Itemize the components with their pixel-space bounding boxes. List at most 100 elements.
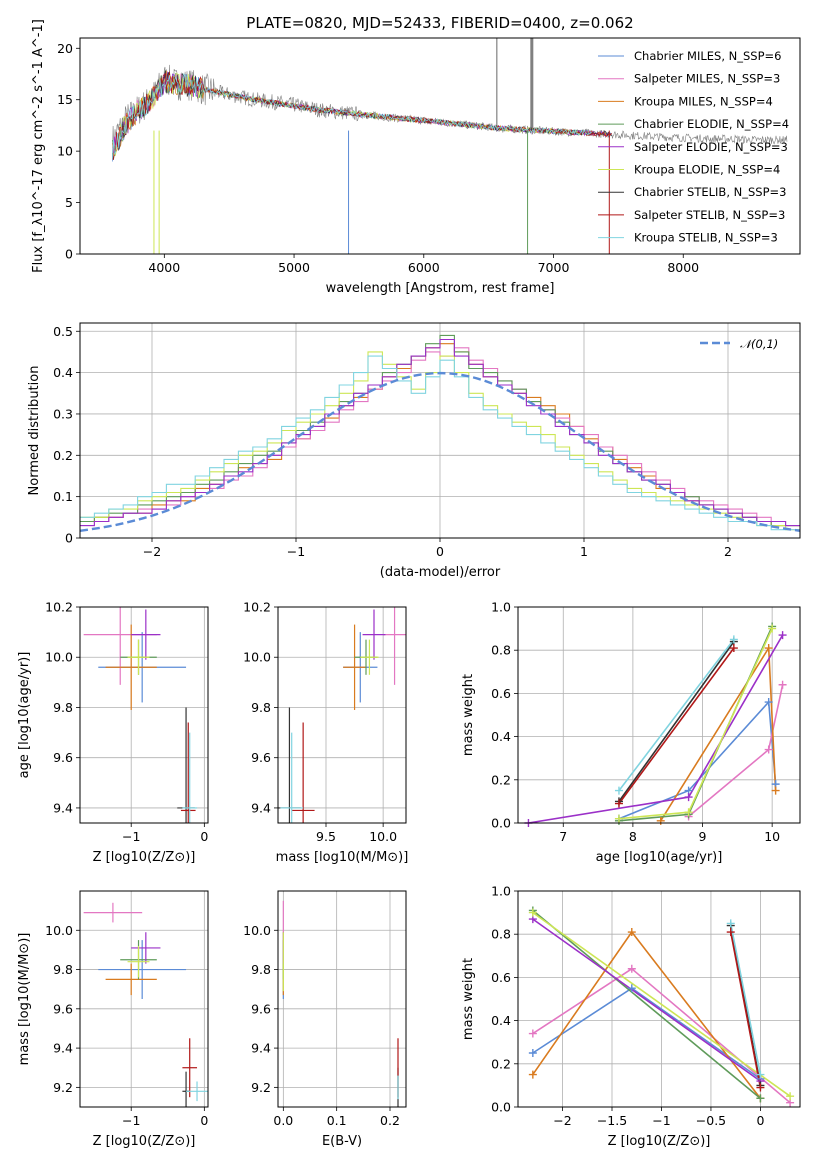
chart-residuals: −2 −1 0 1 2 0 0.1 0.2 0.3 0.4 0.5 (data-model)/erro… xyxy=(27,322,801,580)
weight-marker-kroupa-stelib xyxy=(729,635,738,644)
y-tick-label: 10.0 xyxy=(243,650,271,665)
chart-age-vs-mass: 9.5 10.0 9.4 9.6 9.8 10.0 10.2 mass [log10(M/M⊙… xyxy=(243,600,409,866)
x-tick-label: 4000 xyxy=(148,260,180,275)
plot-area-mass-vs-EBV xyxy=(282,900,399,1107)
y-tick-label: 9.8 xyxy=(251,700,271,715)
weight-marker-salpeter-miles xyxy=(627,964,636,973)
plot-frame xyxy=(79,890,209,1108)
x-tick-label: 7 xyxy=(559,829,567,844)
y-axis-label: Flux [f_λ10^-17 erg cm^-2 s^-1 A^-1] xyxy=(31,19,46,273)
weight-marker-salpeter-miles xyxy=(778,680,787,689)
x-tick-label: 0.1 xyxy=(327,1113,347,1128)
weight-marker-salpeter-stelib xyxy=(614,799,623,808)
y-tick-label: 0.0 xyxy=(491,1100,511,1115)
weight-line-salpeter-stelib xyxy=(618,647,735,805)
weight-line-kroupa-stelib xyxy=(729,923,762,1075)
weight-line-kroupa-stelib xyxy=(618,638,735,792)
plot-frame xyxy=(517,890,801,1108)
y-tick-label: 0.8 xyxy=(491,643,511,658)
plot-frame xyxy=(517,606,801,824)
y-tick-label: 9.4 xyxy=(251,800,271,815)
weight-marker-salpeter-miles xyxy=(528,1029,537,1038)
x-tick-label: −2 xyxy=(553,1113,571,1128)
y-tick-label: 20 xyxy=(57,41,73,56)
weight-line-chabrier-elodie xyxy=(532,909,761,1100)
weight-line-salpeter-elodie xyxy=(532,918,761,1082)
weight-marker-kroupa-stelib xyxy=(614,786,623,795)
legend-label: Salpeter ELODIE, N_SSP=3 xyxy=(634,140,788,154)
x-tick-label: 5000 xyxy=(278,260,310,275)
y-tick-label: 0.3 xyxy=(53,406,73,421)
y-tick-label: 0.5 xyxy=(53,324,73,339)
plot-area-residuals xyxy=(80,334,800,532)
legend-label: Kroupa ELODIE, N_SSP=4 xyxy=(634,163,780,177)
y-tick-label: 9.6 xyxy=(53,1001,73,1016)
y-tick-label: 9.4 xyxy=(53,1041,73,1056)
weight-marker-salpeter-miles xyxy=(764,745,773,754)
plot-frame xyxy=(79,37,801,255)
weight-marker-chabrier-miles xyxy=(764,698,773,707)
legend-label: Salpeter STELIB, N_SSP=3 xyxy=(634,208,785,222)
y-tick-label: 0 xyxy=(65,531,73,546)
x-tick-label: 10.0 xyxy=(369,829,397,844)
plot-frame xyxy=(277,890,407,1108)
x-tick-label: −1.5 xyxy=(597,1113,627,1128)
weight-marker-kroupa-stelib xyxy=(756,1070,765,1079)
figure-title: PLATE=0820, MJD=52433, FIBERID=0400, z=0… xyxy=(246,14,633,32)
weight-marker-salpeter-elodie xyxy=(684,793,693,802)
y-axis-label: mass [log10(M/M⊙)] xyxy=(17,933,32,1066)
y-tick-label: 9.8 xyxy=(251,962,271,977)
weight-line-kroupa-miles xyxy=(532,930,762,1099)
plot-area-mass-vs-Z xyxy=(83,902,208,1107)
x-tick-label: 9 xyxy=(699,829,707,844)
legend-label: Chabrier STELIB, N_SSP=3 xyxy=(634,185,786,199)
y-tick-label: 10 xyxy=(57,144,73,159)
y-tick-label: 0.2 xyxy=(491,772,511,787)
plot-area-weight-vs-age xyxy=(528,626,784,823)
x-axis-label: wavelength [Angstrom, rest frame] xyxy=(326,281,555,296)
weight-line-chabrier-stelib xyxy=(618,641,735,802)
y-tick-label: 9.8 xyxy=(53,962,73,977)
x-axis-label: age [log10(age/yr)] xyxy=(596,850,723,865)
x-tick-label: −1 xyxy=(122,829,140,844)
weight-marker-kroupa-elodie xyxy=(528,908,537,917)
x-tick-label: 0.0 xyxy=(273,1113,293,1128)
x-tick-label: 0 xyxy=(436,544,444,559)
legend-label: Salpeter MILES, N_SSP=3 xyxy=(634,72,780,86)
y-tick-label: 9.2 xyxy=(53,1080,73,1095)
chart-spectrum: 4000 5000 6000 7000 8000 0 5 10 15 20 wavelength [… xyxy=(31,19,801,296)
legend: 𝒩(0,1) xyxy=(700,337,778,351)
x-axis-label: E(B-V) xyxy=(322,1134,362,1149)
weight-marker-kroupa-miles xyxy=(764,644,773,653)
y-tick-label: 9.4 xyxy=(251,1041,271,1056)
plot-area-spectrum xyxy=(112,38,788,254)
y-tick-label: 9.4 xyxy=(53,800,73,815)
histogram-step xyxy=(80,355,800,531)
weight-marker-chabrier-elodie xyxy=(756,1094,765,1103)
x-tick-label: 6000 xyxy=(408,260,440,275)
weight-marker-kroupa-elodie xyxy=(614,814,623,823)
weight-marker-chabrier-miles xyxy=(627,984,636,993)
y-tick-label: 9.6 xyxy=(53,750,73,765)
chart-weight-vs-age: 7 8 9 10 0.0 0.2 0.4 0.6 0.8 1.0 age [log10(age/yr… xyxy=(461,600,801,865)
chart-age-vs-Z: −1 0 9.4 9.6 9.8 10.0 10.2 Z [log10(Z/Z⊙)] age [… xyxy=(17,600,209,865)
weight-marker-kroupa-miles xyxy=(656,816,665,825)
y-tick-label: 0.4 xyxy=(491,1013,511,1028)
model-spectrum-kroupa-stelib xyxy=(112,72,592,159)
y-tick-label: 0.4 xyxy=(53,365,73,380)
x-tick-label: 10 xyxy=(764,829,780,844)
y-tick-label: 0.1 xyxy=(53,489,73,504)
x-axis-label: Z [log10(Z/Z⊙)] xyxy=(608,1134,711,1149)
x-tick-label: 0 xyxy=(200,1113,208,1128)
x-axis-label: mass [log10(M/M⊙)] xyxy=(276,850,409,865)
y-tick-label: 5 xyxy=(65,195,73,210)
y-axis-label: Normed distribution xyxy=(27,366,42,496)
y-tick-label: 10.0 xyxy=(45,650,73,665)
plot-frame xyxy=(277,606,407,824)
legend-label: Chabrier ELODIE, N_SSP=4 xyxy=(634,117,789,131)
weight-marker-kroupa-stelib xyxy=(726,919,735,928)
legend: Chabrier MILES, N_SSP=6 Salpeter MILES, N… xyxy=(598,49,789,245)
x-axis-label: Z [log10(Z/Z⊙)] xyxy=(93,1134,196,1149)
y-tick-label: 9.6 xyxy=(251,1001,271,1016)
weight-line-chabrier-miles xyxy=(618,700,777,820)
